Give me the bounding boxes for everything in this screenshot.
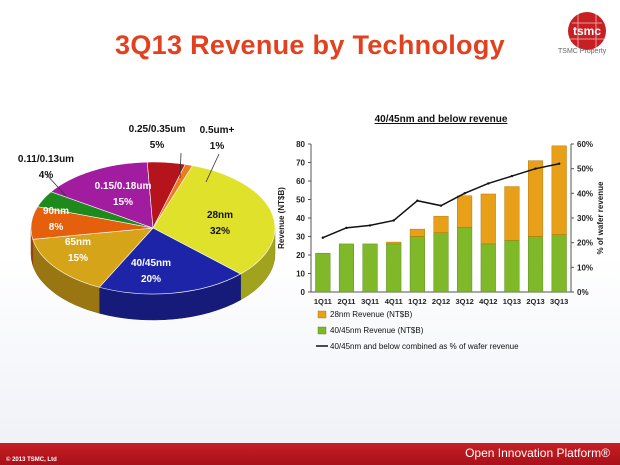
pie-pct-40-45nm: 20% [141,274,161,285]
legend-swatch-40-45nm [317,326,327,335]
pie-pct-0-15-0-18um: 15% [113,197,133,208]
x-tick-label: 3Q11 [361,297,379,306]
bar-40-45nm-2Q11 [338,243,354,293]
bar-40-45nm-2Q13 [528,236,544,293]
x-tick-label: 1Q13 [503,297,521,306]
pie-label-65nm: 65nm [65,237,91,248]
line-point-3Q11 [368,224,372,227]
pie-pct-0-5um-: 1% [210,141,225,152]
legend-label-40-45nm: 40/45nm Revenue (NT$B) [330,326,424,335]
y-axis-label: Revenue (NT$B) [277,187,286,249]
pie-pct-0-25-0-35um: 5% [150,140,165,151]
x-tick-label: 2Q13 [526,297,544,306]
bar-40-45nm-2Q12 [433,232,449,293]
legend-label-line: 40/45nm and below combined as % of wafer… [330,342,519,351]
bar-28nm-1Q13 [504,186,520,241]
line-point-1Q13 [510,174,514,178]
line-point-2Q13 [534,167,537,170]
y-tick-label: 70 [296,159,305,168]
y2-tick-label: 30% [577,214,593,223]
footer-tagline: Open Innovation Platform® [465,446,610,460]
bar-28nm-1Q12 [409,228,425,237]
pie-slice-0-15-0-18um [50,161,154,229]
y2-tick-label: 20% [577,239,593,248]
x-tick-label: 2Q11 [337,297,355,306]
pie-slice-0-5um- [152,164,194,229]
bar-28nm-2Q12 [433,215,449,233]
pie-label-0-15-0-18um: 0.15/0.18um [95,181,152,192]
bar-28nm-3Q12 [457,195,473,228]
footer-bar [0,443,620,465]
x-tick-label: 1Q11 [314,297,332,306]
line-point-3Q13 [557,162,561,165]
pie-pct-28nm: 32% [210,226,230,237]
bar-40-45nm-3Q12 [457,227,473,293]
x-tick-label: 4Q11 [385,297,403,306]
bar-28nm-4Q11 [386,241,402,245]
y-tick-label: 20 [296,251,305,260]
y2-tick-label: 40% [577,189,593,198]
y-tick-label: 10 [296,270,305,279]
bar-40-45nm-1Q13 [504,239,520,293]
line-point-1Q11 [321,236,325,239]
x-tick-label: 1Q12 [408,297,426,306]
pie-label-0-25-0-35um: 0.25/0.35um [129,124,186,135]
logo-caption: TSMC Property [558,48,607,55]
bar-40-45nm-3Q13 [551,234,567,293]
bar-28nm-2Q13 [528,160,544,237]
pie-leader-line [179,152,182,179]
pie-pct-90nm: 8% [49,222,64,233]
y-tick-label: 0 [301,288,306,297]
copyright-text: © 2013 TSMC, Ltd [6,457,57,463]
bar-28nm-4Q12 [480,193,496,245]
pie-leader-line [205,153,220,183]
x-tick-label: 3Q13 [550,297,568,306]
y2-tick-label: 0% [577,288,589,297]
x-tick-label: 3Q12 [455,297,473,306]
pie-label-28nm: 28nm [207,210,233,221]
pie-label-0-5um-: 0.5um+ [200,125,235,136]
x-tick-label: 4Q12 [479,297,497,306]
bar-28nm-3Q13 [551,145,567,235]
pie-label-0-11-0-13um: 0.11/0.13um [18,154,74,165]
pie-label-90nm: 90nm [43,206,69,217]
y2-tick-label: 50% [577,165,593,174]
y-tick-label: 30 [296,233,305,242]
bar-40-45nm-1Q12 [409,236,425,293]
x-tick-label: 2Q12 [432,297,450,306]
pie-slice-28nm [152,165,276,275]
line-point-4Q12 [487,182,490,185]
bar-40-45nm-4Q11 [386,243,402,293]
line-point-2Q11 [345,226,348,230]
line-point-2Q12 [439,204,443,207]
y2-tick-label: 60% [577,140,593,149]
y-tick-label: 80 [296,140,305,149]
pie-pct-0-11-0-13um: 4% [39,170,54,181]
legend-swatch-28nm [317,310,327,319]
pie-leader-line [45,173,67,197]
bar-40-45nm-3Q11 [362,243,378,293]
bar-40-45nm-1Q11 [315,252,331,293]
bar-40-45nm-4Q12 [480,243,496,293]
y2-tick-label: 10% [577,263,593,272]
bar-chart-title: 40/45nm and below revenue [375,114,508,125]
tsmc-logo: tsmc [568,12,606,50]
y2-axis-label: % of wafer revenue [596,181,605,254]
pie-slice-65nm [32,227,154,288]
pie-pct-65nm: 15% [68,253,88,264]
pie-slice-40-45nm [98,227,242,295]
y-tick-label: 60 [296,177,305,186]
line-point-3Q12 [463,192,466,195]
line-point-1Q12 [416,199,419,202]
legend-label-28nm: 28nm Revenue (NT$B) [330,310,413,319]
slide-title: 3Q13 Revenue by Technology [115,30,505,60]
y-tick-label: 50 [296,196,305,205]
line-point-4Q11 [392,219,395,222]
pie-label-40-45nm: 40/45nm [131,258,171,269]
logo-text: tsmc [573,24,601,38]
y-tick-label: 40 [296,214,305,223]
